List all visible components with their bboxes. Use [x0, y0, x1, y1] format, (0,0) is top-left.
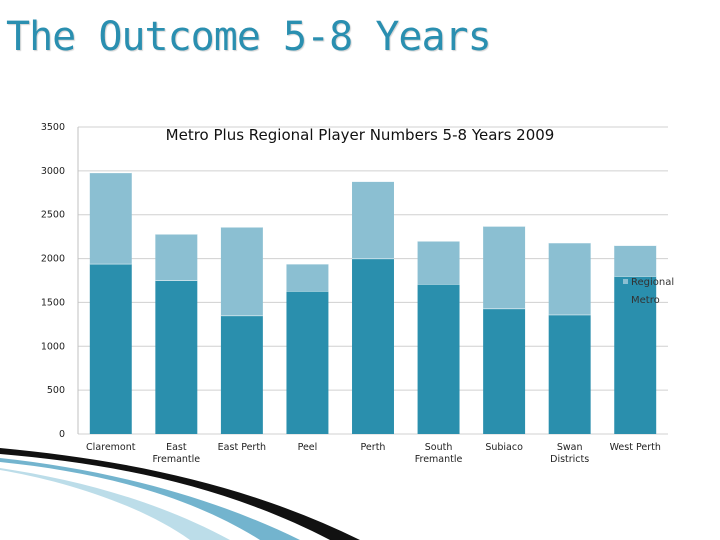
bar-regional-claremont: [89, 172, 132, 264]
bar-metro-south-fremantle: [417, 284, 460, 434]
x-tick-label: East Perth: [218, 442, 266, 453]
y-tick-label: 1500: [41, 297, 65, 308]
bar-regional-east-perth: [220, 226, 263, 316]
x-tick-label: Perth: [361, 442, 386, 453]
bar-regional-perth: [352, 181, 394, 259]
legend-swatch-metro: [623, 297, 628, 302]
x-axis-ticks: Claremont East Fremantle East Perth Peel Pert…: [86, 442, 661, 465]
y-axis-ticks: 0 500 1000 1500 2000 2500 3000 3500: [41, 122, 65, 440]
slide-title: The Outcome 5-8 Years: [6, 14, 492, 60]
x-tick-label: Peel: [298, 442, 318, 453]
y-tick-label: 3000: [41, 166, 65, 177]
bar-metro-perth: [352, 258, 394, 434]
bar-metro-swan-districts: [548, 314, 591, 434]
legend-swatch-regional: [623, 279, 628, 284]
x-tick-label: South Fremantle: [415, 442, 463, 465]
y-tick-label: 0: [59, 429, 65, 440]
bar-metro-peel: [286, 291, 329, 434]
bar-regional-subiaco: [483, 226, 526, 309]
bar-metro-west-perth: [614, 276, 657, 434]
x-tick-label: Swan Districts: [550, 442, 589, 465]
y-tick-label: 500: [47, 385, 65, 396]
y-tick-label: 2000: [41, 254, 65, 265]
x-tick-label: Subiaco: [485, 442, 523, 453]
x-tick-label: West Perth: [610, 442, 661, 453]
x-tick-label: East Fremantle: [153, 442, 201, 465]
bars: [89, 172, 657, 434]
bar-regional-swan-districts: [548, 242, 591, 315]
bar-metro-east-perth: [220, 315, 263, 434]
legend-label-regional: Regional: [631, 277, 674, 288]
y-tick-label: 3500: [41, 122, 65, 133]
x-tick-label: Claremont: [86, 442, 136, 453]
bar-metro-east-fremantle: [155, 280, 198, 434]
bar-regional-east-fremantle: [155, 234, 198, 281]
bar-regional-south-fremantle: [417, 241, 460, 285]
chart-title: Metro Plus Regional Player Numbers 5-8 Y…: [166, 126, 555, 144]
bar-metro-subiaco: [483, 308, 526, 434]
y-tick-label: 2500: [41, 210, 65, 221]
legend-label-metro: Metro: [631, 295, 660, 306]
legend: Regional Metro: [623, 277, 674, 306]
bar-metro-claremont: [89, 263, 132, 434]
y-tick-label: 1000: [41, 341, 65, 352]
decorative-swoosh: [0, 448, 360, 540]
bar-regional-peel: [286, 263, 329, 292]
bar-regional-west-perth: [614, 245, 657, 277]
